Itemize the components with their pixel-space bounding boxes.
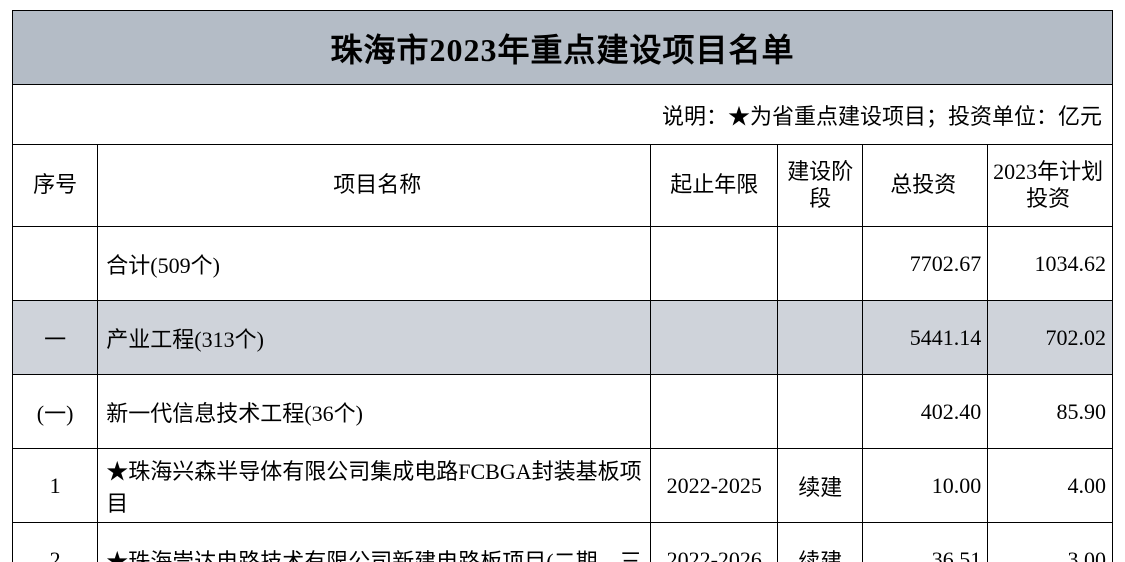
cell-seq: 一 bbox=[13, 301, 98, 375]
cell-name: ★珠海兴森半导体有限公司集成电路FCBGA封装基板项目 bbox=[98, 449, 651, 523]
cell-total: 5441.14 bbox=[863, 301, 988, 375]
table-row: 1★珠海兴森半导体有限公司集成电路FCBGA封装基板项目2022-2025续建1… bbox=[13, 449, 1113, 523]
header-row: 序号 项目名称 起止年限 建设阶段 总投资 2023年计划投资 bbox=[13, 145, 1113, 227]
header-name: 项目名称 bbox=[98, 145, 651, 227]
table-row: (一)新一代信息技术工程(36个) 402.4085.90 bbox=[13, 375, 1113, 449]
cell-years: 2022-2025 bbox=[651, 449, 778, 523]
project-table: 珠海市2023年重点建设项目名单 说明：★为省重点建设项目；投资单位：亿元 序号… bbox=[12, 10, 1113, 562]
cell-total: 10.00 bbox=[863, 449, 988, 523]
cell-plan: 85.90 bbox=[988, 375, 1113, 449]
cell-name: ★珠海崇达电路技术有限公司新建电路板项目(二期、三 bbox=[98, 523, 651, 562]
title-row: 珠海市2023年重点建设项目名单 bbox=[13, 11, 1113, 85]
note-row: 说明：★为省重点建设项目；投资单位：亿元 bbox=[13, 85, 1113, 145]
header-total: 总投资 bbox=[863, 145, 988, 227]
table-row: 一产业工程(313个) 5441.14702.02 bbox=[13, 301, 1113, 375]
cell-years bbox=[651, 227, 778, 301]
cell-plan: 3.00 bbox=[988, 523, 1113, 562]
cell-stage bbox=[778, 227, 863, 301]
cell-seq: 1 bbox=[13, 449, 98, 523]
document-container: 珠海市2023年重点建设项目名单 说明：★为省重点建设项目；投资单位：亿元 序号… bbox=[0, 0, 1125, 562]
header-years: 起止年限 bbox=[651, 145, 778, 227]
cell-seq bbox=[13, 227, 98, 301]
table-row: 合计(509个) 7702.671034.62 bbox=[13, 227, 1113, 301]
cell-total: 7702.67 bbox=[863, 227, 988, 301]
cell-plan: 1034.62 bbox=[988, 227, 1113, 301]
cell-plan: 702.02 bbox=[988, 301, 1113, 375]
table-row: 2★珠海崇达电路技术有限公司新建电路板项目(二期、三2022-2026续建36.… bbox=[13, 523, 1113, 562]
cell-plan: 4.00 bbox=[988, 449, 1113, 523]
note-text: 说明：★为省重点建设项目；投资单位：亿元 bbox=[13, 85, 1113, 145]
cell-years bbox=[651, 375, 778, 449]
cell-total: 36.51 bbox=[863, 523, 988, 562]
header-stage: 建设阶段 bbox=[778, 145, 863, 227]
header-plan: 2023年计划投资 bbox=[988, 145, 1113, 227]
cell-total: 402.40 bbox=[863, 375, 988, 449]
cell-seq: 2 bbox=[13, 523, 98, 562]
cell-seq: (一) bbox=[13, 375, 98, 449]
cell-years bbox=[651, 301, 778, 375]
cell-stage bbox=[778, 375, 863, 449]
cell-stage: 续建 bbox=[778, 449, 863, 523]
document-title: 珠海市2023年重点建设项目名单 bbox=[13, 11, 1113, 85]
cell-years: 2022-2026 bbox=[651, 523, 778, 562]
cell-stage bbox=[778, 301, 863, 375]
cell-name: 新一代信息技术工程(36个) bbox=[98, 375, 651, 449]
cell-stage: 续建 bbox=[778, 523, 863, 562]
cell-name: 合计(509个) bbox=[98, 227, 651, 301]
header-seq: 序号 bbox=[13, 145, 98, 227]
cell-name: 产业工程(313个) bbox=[98, 301, 651, 375]
